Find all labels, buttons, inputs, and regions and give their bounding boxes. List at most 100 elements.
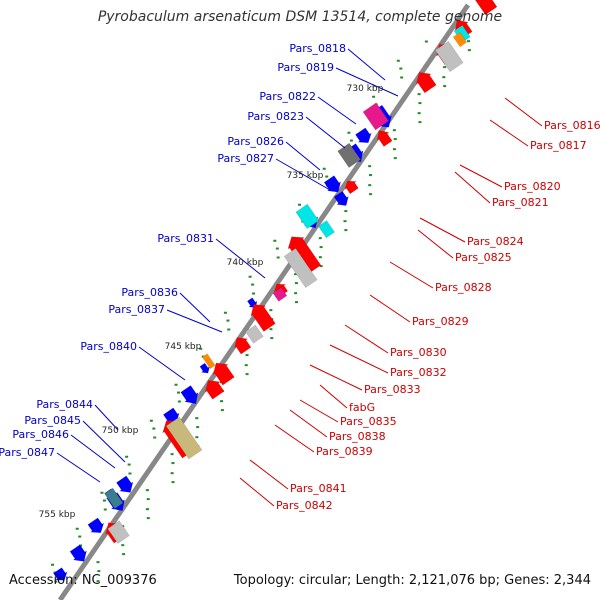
map-title: Pyrobaculum arsenaticum DSM 13514, compl… <box>97 9 503 25</box>
track-tick <box>122 553 126 556</box>
track-tick <box>149 419 153 422</box>
track-tick <box>298 203 302 206</box>
track-tick <box>269 309 273 312</box>
track-tick <box>220 400 224 403</box>
label-leader-line <box>454 171 491 204</box>
track-tick <box>75 527 79 530</box>
scale-label: 740 kbp <box>227 258 264 268</box>
scale-label: 745 kbp <box>165 342 202 352</box>
track-tick <box>127 463 131 466</box>
track-tick <box>100 491 104 494</box>
gene-label-reverse: Pars_0818 <box>289 42 346 55</box>
label-leader-line <box>329 344 389 374</box>
track-tick <box>153 436 157 439</box>
gene-label-reverse: Pars_0847 <box>0 446 55 459</box>
label-leader-line <box>179 292 211 323</box>
track-tick <box>443 66 447 69</box>
track-tick <box>195 417 199 420</box>
track-tick <box>347 131 351 134</box>
gene-feature <box>415 72 437 94</box>
gene-label-forward: Pars_0832 <box>390 366 447 379</box>
gene-feature <box>201 353 216 370</box>
gene-feature <box>87 517 105 534</box>
gene-feature <box>250 304 276 332</box>
label-leader-line <box>82 420 126 463</box>
scale-label: 730 kbp <box>347 84 384 94</box>
label-leader-line <box>249 459 289 490</box>
track-tick <box>399 67 403 70</box>
track-tick <box>369 174 373 177</box>
track-tick <box>294 301 298 304</box>
track-tick <box>417 93 421 96</box>
track-tick <box>103 508 107 511</box>
gene-feature <box>434 40 464 73</box>
track-tick <box>199 347 203 350</box>
gene-feature <box>323 175 342 193</box>
gene-label-forward: Pars_0825 <box>455 251 512 264</box>
gene-feature <box>333 190 349 206</box>
track-tick <box>174 383 178 386</box>
gene-feature <box>53 567 68 581</box>
track-tick <box>171 462 175 465</box>
gene-label-reverse: Pars_0846 <box>12 428 69 441</box>
label-leader-line <box>389 261 434 289</box>
gene-label-forward: Pars_0839 <box>316 445 373 458</box>
gene-label-reverse: Pars_0822 <box>259 90 316 103</box>
track-tick <box>97 570 101 573</box>
scale-label: 750 kbp <box>102 426 139 436</box>
gene-feature <box>180 385 199 405</box>
scale-label: 755 kbp <box>39 510 76 520</box>
track-tick <box>273 239 277 242</box>
label-leader-line <box>275 158 331 191</box>
gene-label-forward: fabG <box>349 401 375 414</box>
track-tick <box>344 229 348 232</box>
gene-label-forward: Pars_0842 <box>276 499 333 512</box>
gene-label-forward: Pars_0821 <box>492 196 549 209</box>
track-tick <box>467 40 471 43</box>
track-tick <box>223 311 227 314</box>
label-leader-line <box>56 452 101 483</box>
track-tick <box>245 354 249 357</box>
gene-label-forward: Pars_0838 <box>329 430 386 443</box>
track-tick <box>96 561 100 564</box>
track-tick <box>443 85 447 88</box>
label-leader-line <box>317 96 357 125</box>
track-tick <box>248 275 252 278</box>
gene-label-forward: Pars_0835 <box>340 415 397 428</box>
gene-feature <box>245 324 264 344</box>
track-tick <box>392 148 396 151</box>
gene-feature <box>452 32 468 48</box>
gene-feature <box>69 544 87 562</box>
gene-label-forward: Pars_0830 <box>390 346 447 359</box>
gene-label-reverse: Pars_0837 <box>108 303 165 316</box>
gene-label-forward: Pars_0829 <box>412 315 469 328</box>
gene-feature <box>318 220 335 239</box>
gene-feature <box>337 142 361 168</box>
label-leader-line <box>309 364 363 391</box>
track-tick <box>220 409 224 412</box>
gene-feature <box>283 248 318 288</box>
track-tick <box>54 580 58 583</box>
label-leader-line <box>274 424 315 453</box>
track-tick <box>392 129 396 132</box>
track-tick <box>349 139 353 142</box>
gene-feature <box>344 180 359 195</box>
label-leader-line <box>299 399 339 423</box>
track-tick <box>128 472 132 475</box>
gene-feature <box>104 487 124 509</box>
track-tick <box>318 256 322 259</box>
track-tick <box>442 76 446 79</box>
track-tick <box>319 265 323 268</box>
label-leader-line <box>239 477 275 507</box>
genome-stats-text: Topology: circular; Length: 2,121,076 bp… <box>233 573 591 588</box>
gene-label-forward: Pars_0820 <box>504 180 561 193</box>
gene-label-forward: Pars_0841 <box>290 482 347 495</box>
track-tick <box>417 112 421 115</box>
track-tick <box>227 328 231 331</box>
track-tick <box>294 282 298 285</box>
label-leader-line <box>419 217 466 243</box>
gene-label-reverse: Pars_0819 <box>277 61 334 74</box>
track-tick <box>269 328 273 331</box>
